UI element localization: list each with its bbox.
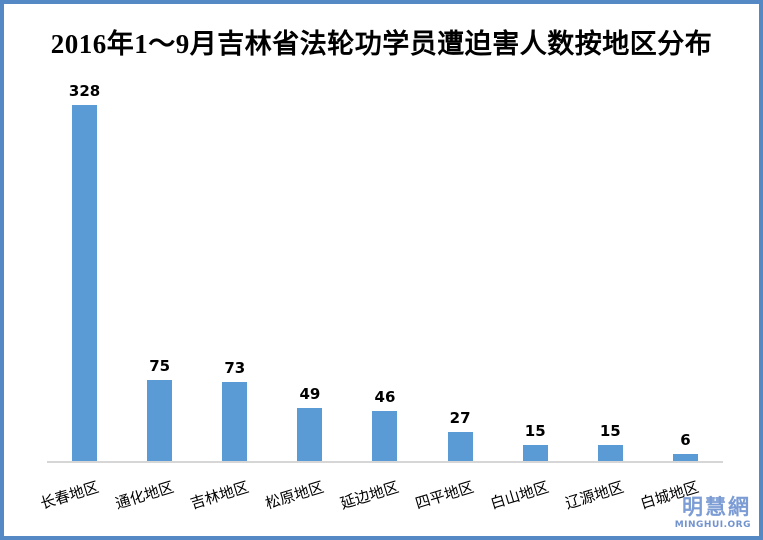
bar-slot: 49	[272, 82, 347, 463]
watermark: 明慧網 MINGHUI.ORG	[675, 497, 751, 530]
bar	[297, 408, 323, 461]
x-axis-label: 松原地区	[263, 479, 326, 513]
bar-value-label: 73	[224, 359, 246, 377]
bar-slot: 15	[573, 82, 648, 463]
bar-value-label: 15	[524, 422, 546, 440]
bar-value-label: 328	[68, 82, 101, 100]
bar	[447, 432, 473, 461]
bar-slot: 46	[347, 82, 422, 463]
watermark-minghui-cjk: 明慧網	[682, 495, 751, 519]
watermark-minghui-latin: MINGHUI.ORG	[674, 520, 751, 530]
bar	[147, 380, 173, 461]
x-axis-line	[47, 461, 723, 463]
bar-slot: 328	[47, 82, 122, 463]
bar	[372, 411, 398, 461]
x-axis-label: 四平地区	[413, 479, 476, 513]
chart-title: 2016年1～9月吉林省法轮功学员遭迫害人数按地区分布	[50, 29, 713, 59]
bar	[522, 445, 548, 461]
bar-value-label: 27	[449, 409, 471, 427]
bar-value-label: 15	[599, 422, 621, 440]
bar-slot: 73	[197, 82, 272, 463]
x-axis-labels: 长春地区 通化地区 吉林地区 松原地区 延边地区 四平地区 白山地区 辽源地区 白城地区	[39, 463, 723, 523]
bar	[222, 382, 248, 461]
bar-slot: 15	[498, 82, 573, 463]
x-axis-label: 通化地区	[113, 479, 176, 513]
bar	[72, 105, 98, 461]
bar-slot: 6	[648, 82, 723, 463]
plot-area: 328 75 73 49 46 27 15 15 6	[47, 82, 723, 463]
bar-value-label: 75	[149, 357, 171, 375]
x-axis-label: 辽源地区	[563, 479, 626, 513]
bar-value-label: 6	[680, 431, 691, 449]
bar	[672, 454, 698, 461]
bar-slot: 75	[122, 82, 197, 463]
x-axis-label: 白山地区	[488, 479, 551, 513]
x-axis-label: 长春地区	[38, 479, 101, 513]
bar-slot: 27	[423, 82, 498, 463]
x-axis-label: 延边地区	[338, 479, 401, 513]
bar-value-label: 49	[299, 385, 321, 403]
bar-value-label: 46	[374, 388, 396, 406]
bar	[597, 445, 623, 461]
x-axis-label: 吉林地区	[188, 479, 251, 513]
